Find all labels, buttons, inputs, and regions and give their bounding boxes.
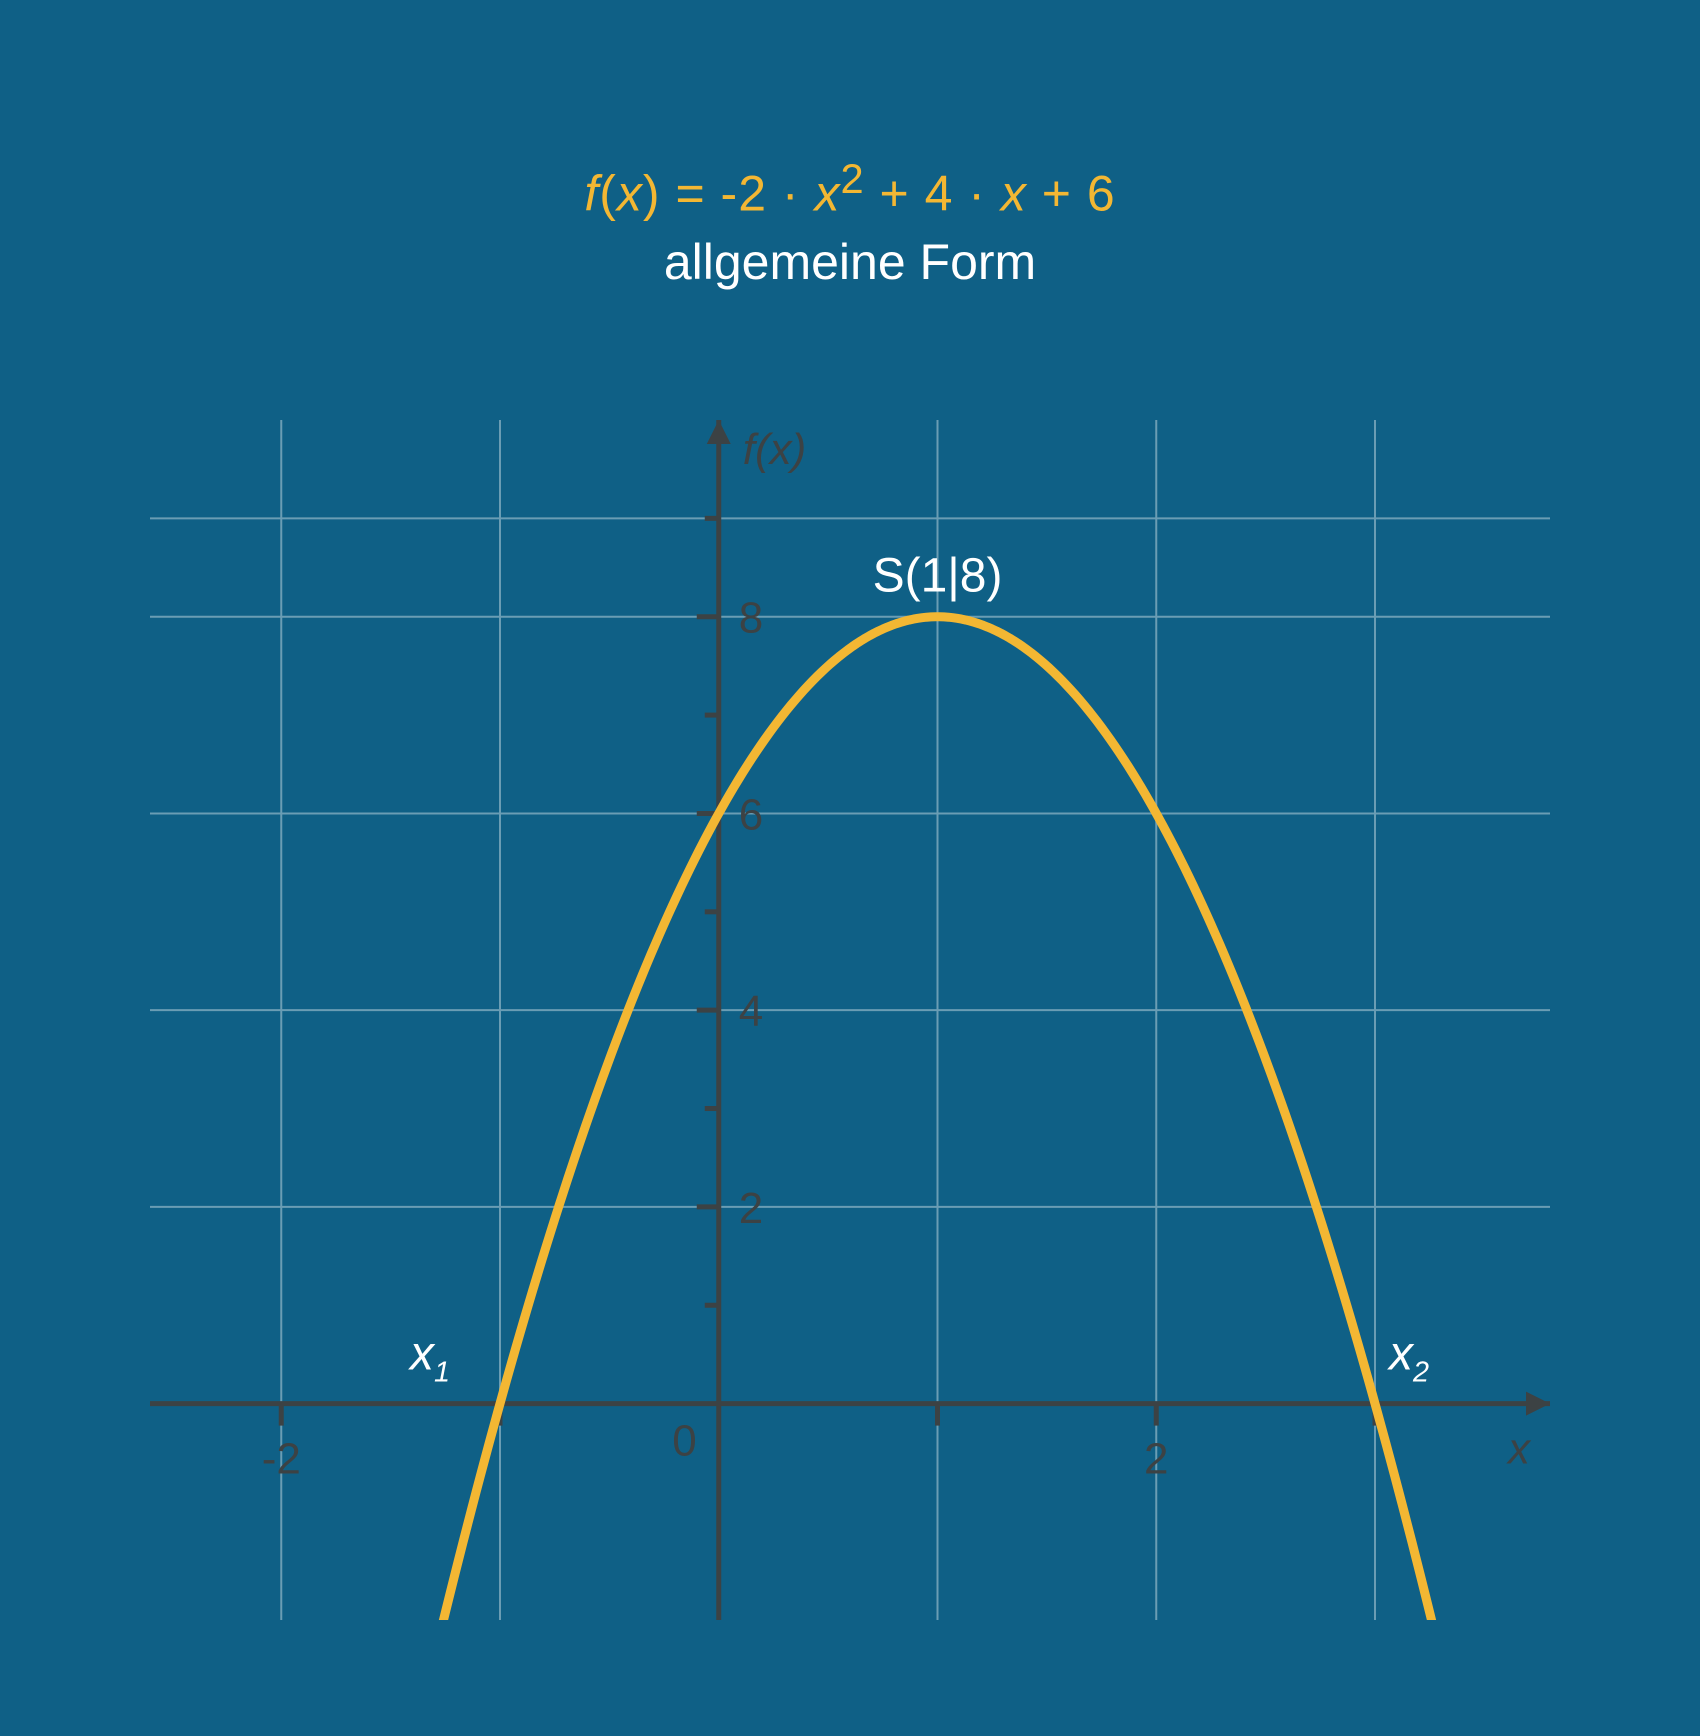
svg-text:x: x — [1506, 1425, 1532, 1474]
svg-text:6: 6 — [739, 790, 763, 839]
svg-text:8: 8 — [739, 594, 763, 643]
svg-text:0: 0 — [672, 1417, 696, 1466]
svg-text:-2: -2 — [262, 1435, 301, 1484]
svg-text:S(1|8): S(1|8) — [873, 550, 1003, 603]
svg-text:2: 2 — [739, 1184, 763, 1233]
svg-text:2: 2 — [1144, 1435, 1168, 1484]
subtitle: allgemeine Form — [0, 233, 1700, 291]
svg-text:f(x): f(x) — [743, 425, 807, 474]
svg-text:x1: x1 — [408, 1328, 450, 1389]
formula: f(x) = -2 · x2 + 4 · x + 6 — [0, 155, 1700, 223]
svg-text:4: 4 — [739, 987, 763, 1036]
parabola-chart: -22x24680f(x)S(1|8)x1x2 — [150, 420, 1550, 1620]
svg-text:x2: x2 — [1387, 1328, 1429, 1389]
